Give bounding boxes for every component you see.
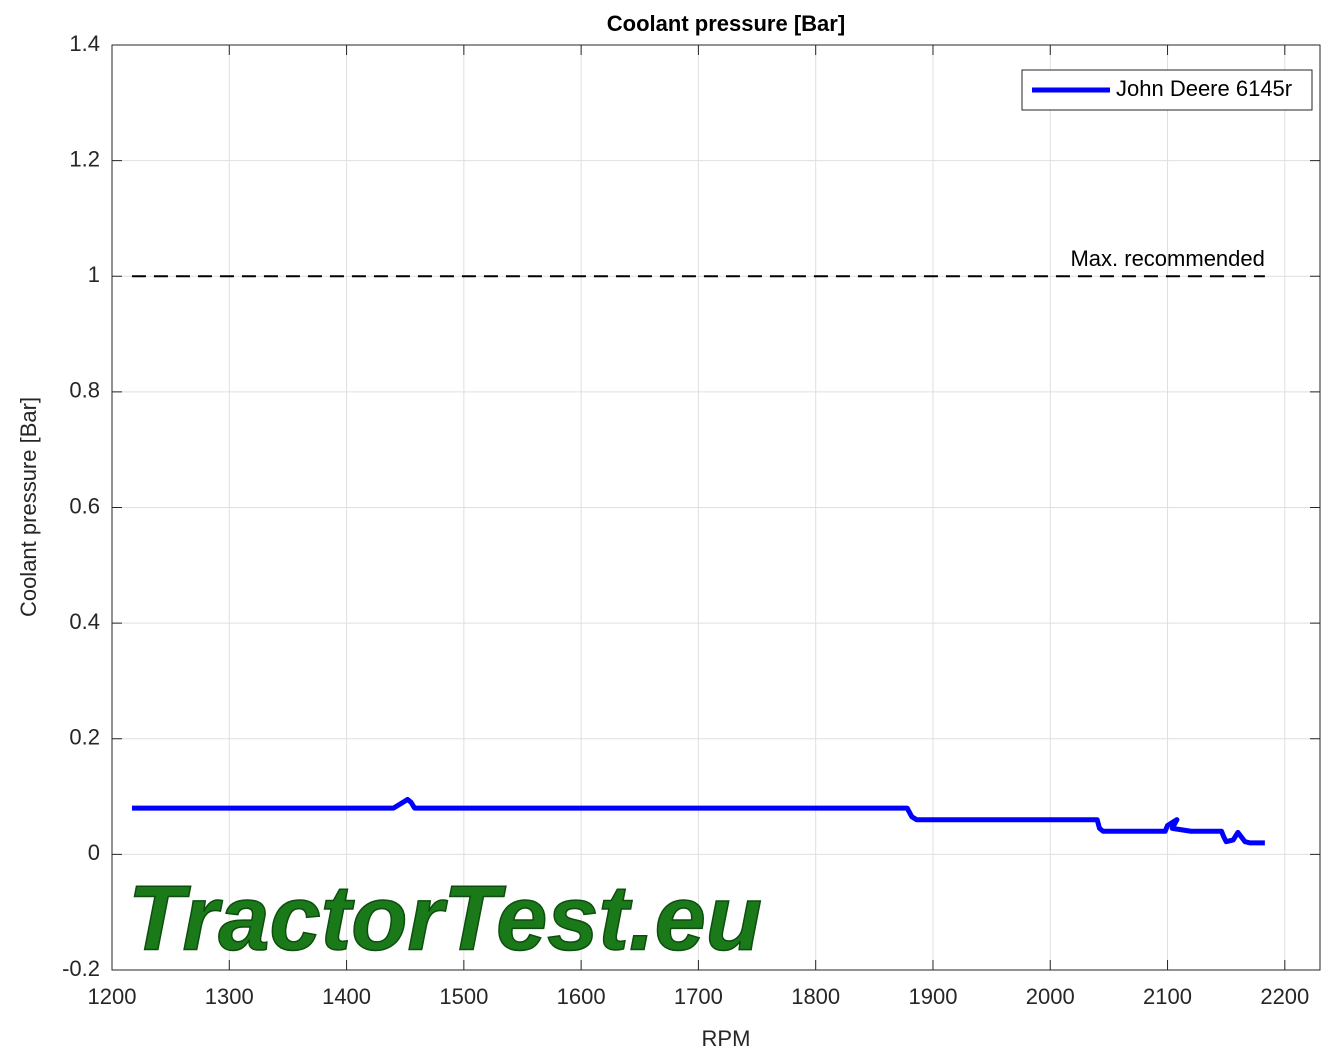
x-tick-label: 1200: [88, 984, 137, 1009]
x-tick-label: 2000: [1026, 984, 1075, 1009]
data-line: [131, 796, 1265, 846]
legend-label: John Deere 6145r: [1116, 76, 1292, 101]
plot-frame: [111, 44, 1321, 971]
x-tick-label: 2100: [1143, 984, 1192, 1009]
x-tick-label: 1300: [205, 984, 254, 1009]
y-tick-label: 1.2: [69, 146, 100, 171]
y-tick-label: 1.4: [69, 31, 100, 56]
x-tick-label: 1700: [674, 984, 723, 1009]
y-tick-label: 0.4: [69, 609, 100, 634]
watermark: TractorTest.eu: [128, 867, 762, 969]
x-tick-label: 2200: [1260, 984, 1309, 1009]
x-axis-label: RPM: [702, 1026, 751, 1051]
x-tick-label: 1500: [439, 984, 488, 1009]
x-tick-label: 1400: [322, 984, 371, 1009]
x-tick-label: 1600: [557, 984, 606, 1009]
y-tick-label: 0.6: [69, 493, 100, 518]
y-tick-label: 1: [88, 262, 100, 287]
y-tick-label: 0.2: [69, 725, 100, 750]
chart-title: Coolant pressure [Bar]: [607, 11, 845, 36]
y-axis-label: Coolant pressure [Bar]: [16, 397, 41, 617]
y-tick-label: 0: [88, 840, 100, 865]
x-tick-label: 1900: [908, 984, 957, 1009]
y-tick-label: -0.2: [62, 956, 100, 981]
reference-label: Max. recommended: [1070, 246, 1264, 271]
x-tick-label: 1800: [791, 984, 840, 1009]
y-tick-label: 0.8: [69, 378, 100, 403]
